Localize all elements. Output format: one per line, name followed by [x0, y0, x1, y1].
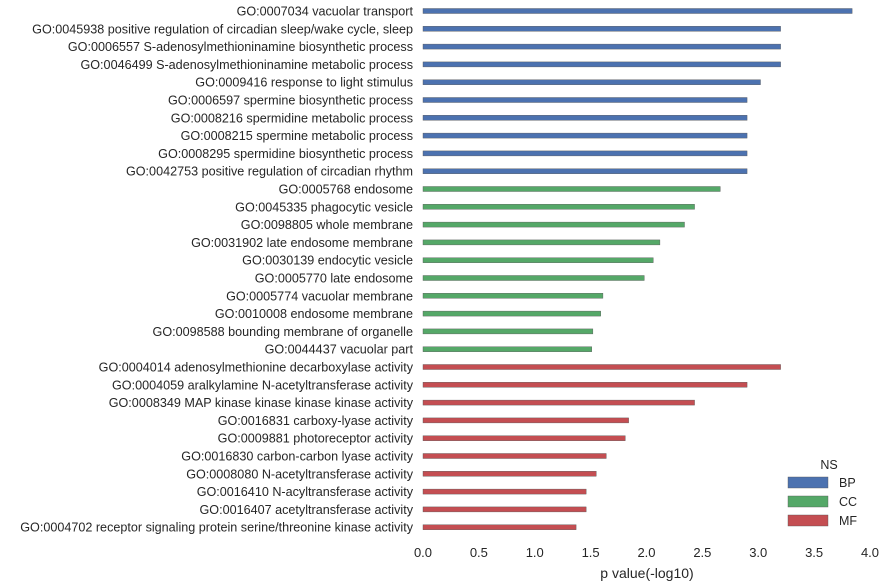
category-label: GO:0010008 endosome membrane: [215, 307, 413, 321]
category-label: GO:0042753 positive regulation of circad…: [126, 165, 413, 179]
x-axis-label: p value(-log10): [600, 565, 693, 581]
bar-cc: [422, 346, 592, 352]
bar-bp: [422, 8, 853, 14]
category-label: GO:0098805 whole membrane: [241, 218, 413, 232]
x-tick-label: 0.5: [470, 545, 488, 560]
x-tick-label: 3.5: [805, 545, 823, 560]
bar-mf: [422, 364, 781, 370]
category-label: GO:0008295 spermidine biosynthetic proce…: [158, 147, 413, 161]
category-label: GO:0005768 endosome: [279, 183, 413, 197]
bar-cc: [422, 221, 685, 228]
bar-cc: [422, 293, 604, 299]
category-label: GO:0046499 S-adenosylmethioninamine meta…: [80, 58, 413, 72]
category-label: GO:0016830 carbon-carbon lyase activity: [181, 450, 413, 464]
x-tick-label: 0.0: [414, 545, 432, 560]
bar-mf: [422, 435, 626, 441]
bar-bp: [422, 61, 781, 68]
category-label: GO:0004059 aralkylamine N-acetyltransfer…: [112, 378, 414, 392]
bar-mf: [422, 417, 629, 424]
x-axis-ticks: 0.0 0.5 1.0 1.5 2.0 2.5 3.0 3.5 4.0: [414, 545, 879, 560]
legend-label-bp: BP: [839, 476, 856, 490]
category-label: GO:0016407 acetyltransferase activity: [199, 503, 413, 517]
category-label: GO:0031902 late endosome membrane: [191, 236, 413, 250]
bar-bp: [422, 168, 748, 174]
x-tick-label: 1.5: [582, 545, 600, 560]
bar-mf: [422, 488, 587, 495]
category-label: GO:0009416 response to light stimulus: [195, 76, 413, 90]
bar-bp: [422, 26, 781, 32]
bar-bp: [422, 97, 748, 103]
x-tick-label: 1.0: [526, 545, 544, 560]
category-label: GO:0006557 S-adenosylmethioninamine bios…: [68, 40, 413, 54]
category-label: GO:0030139 endocytic vesicle: [242, 254, 413, 268]
category-label: GO:0009881 photoreceptor activity: [218, 432, 414, 446]
legend-swatch-cc: [787, 495, 829, 508]
bar-mf: [422, 506, 587, 513]
category-labels: GO:0007034 vacuolar transport GO:0045938 …: [20, 5, 413, 535]
bar-bp: [422, 150, 748, 157]
category-label: GO:0008216 spermidine metabolic process: [171, 111, 413, 125]
bar-cc: [422, 257, 654, 263]
legend: NS BP CC MF: [787, 458, 857, 528]
x-tick-label: 4.0: [861, 545, 879, 560]
category-label: GO:0045335 phagocytic vesicle: [235, 200, 413, 214]
bar-mf: [422, 524, 577, 530]
category-label: GO:0016410 N-acyltransferase activity: [197, 485, 414, 499]
legend-title: NS: [820, 458, 837, 472]
bar-bp: [422, 43, 781, 50]
category-label: GO:0044437 vacuolar part: [265, 343, 414, 357]
x-tick-label: 2.5: [693, 545, 711, 560]
legend-swatch-mf: [787, 514, 829, 527]
bar-cc: [422, 186, 721, 192]
category-label: GO:0004014 adenosylmethionine decarboxyl…: [99, 361, 414, 375]
bar-mf: [422, 382, 748, 388]
bar-bp: [422, 79, 761, 85]
legend-label-cc: CC: [839, 495, 857, 509]
category-label: GO:0008080 N-acetyltransferase activity: [186, 467, 413, 481]
category-label: GO:0045938 positive regulation of circad…: [32, 22, 413, 36]
category-label: GO:0007034 vacuolar transport: [237, 5, 414, 19]
category-label: GO:0016831 carboxy-lyase activity: [218, 414, 414, 428]
category-label: GO:0004702 receptor signaling protein se…: [20, 521, 413, 535]
category-label: GO:0005770 late endosome: [255, 272, 413, 286]
category-label: GO:0006597 spermine biosynthetic process: [168, 94, 413, 108]
bar-bp: [422, 115, 748, 121]
legend-swatch-bp: [787, 476, 829, 489]
category-label: GO:0008349 MAP kinase kinase kinase kina…: [109, 396, 414, 410]
legend-label-mf: MF: [839, 514, 857, 528]
category-label: GO:0008215 spermine metabolic process: [181, 129, 413, 143]
bar-cc: [422, 310, 601, 317]
x-tick-label: 3.0: [749, 545, 767, 560]
bars-layer: [422, 8, 853, 530]
category-label: GO:0005774 vacuolar membrane: [226, 289, 413, 303]
bar-bp: [422, 132, 748, 139]
x-tick-label: 2.0: [637, 545, 655, 560]
bar-cc: [422, 204, 695, 210]
bar-cc: [422, 275, 645, 281]
bar-mf: [422, 399, 695, 406]
bar-cc: [422, 328, 594, 335]
category-label: GO:0098588 bounding membrane of organell…: [153, 325, 413, 339]
bar-mf: [422, 471, 597, 477]
bar-mf: [422, 453, 607, 459]
bar-cc: [422, 239, 661, 246]
